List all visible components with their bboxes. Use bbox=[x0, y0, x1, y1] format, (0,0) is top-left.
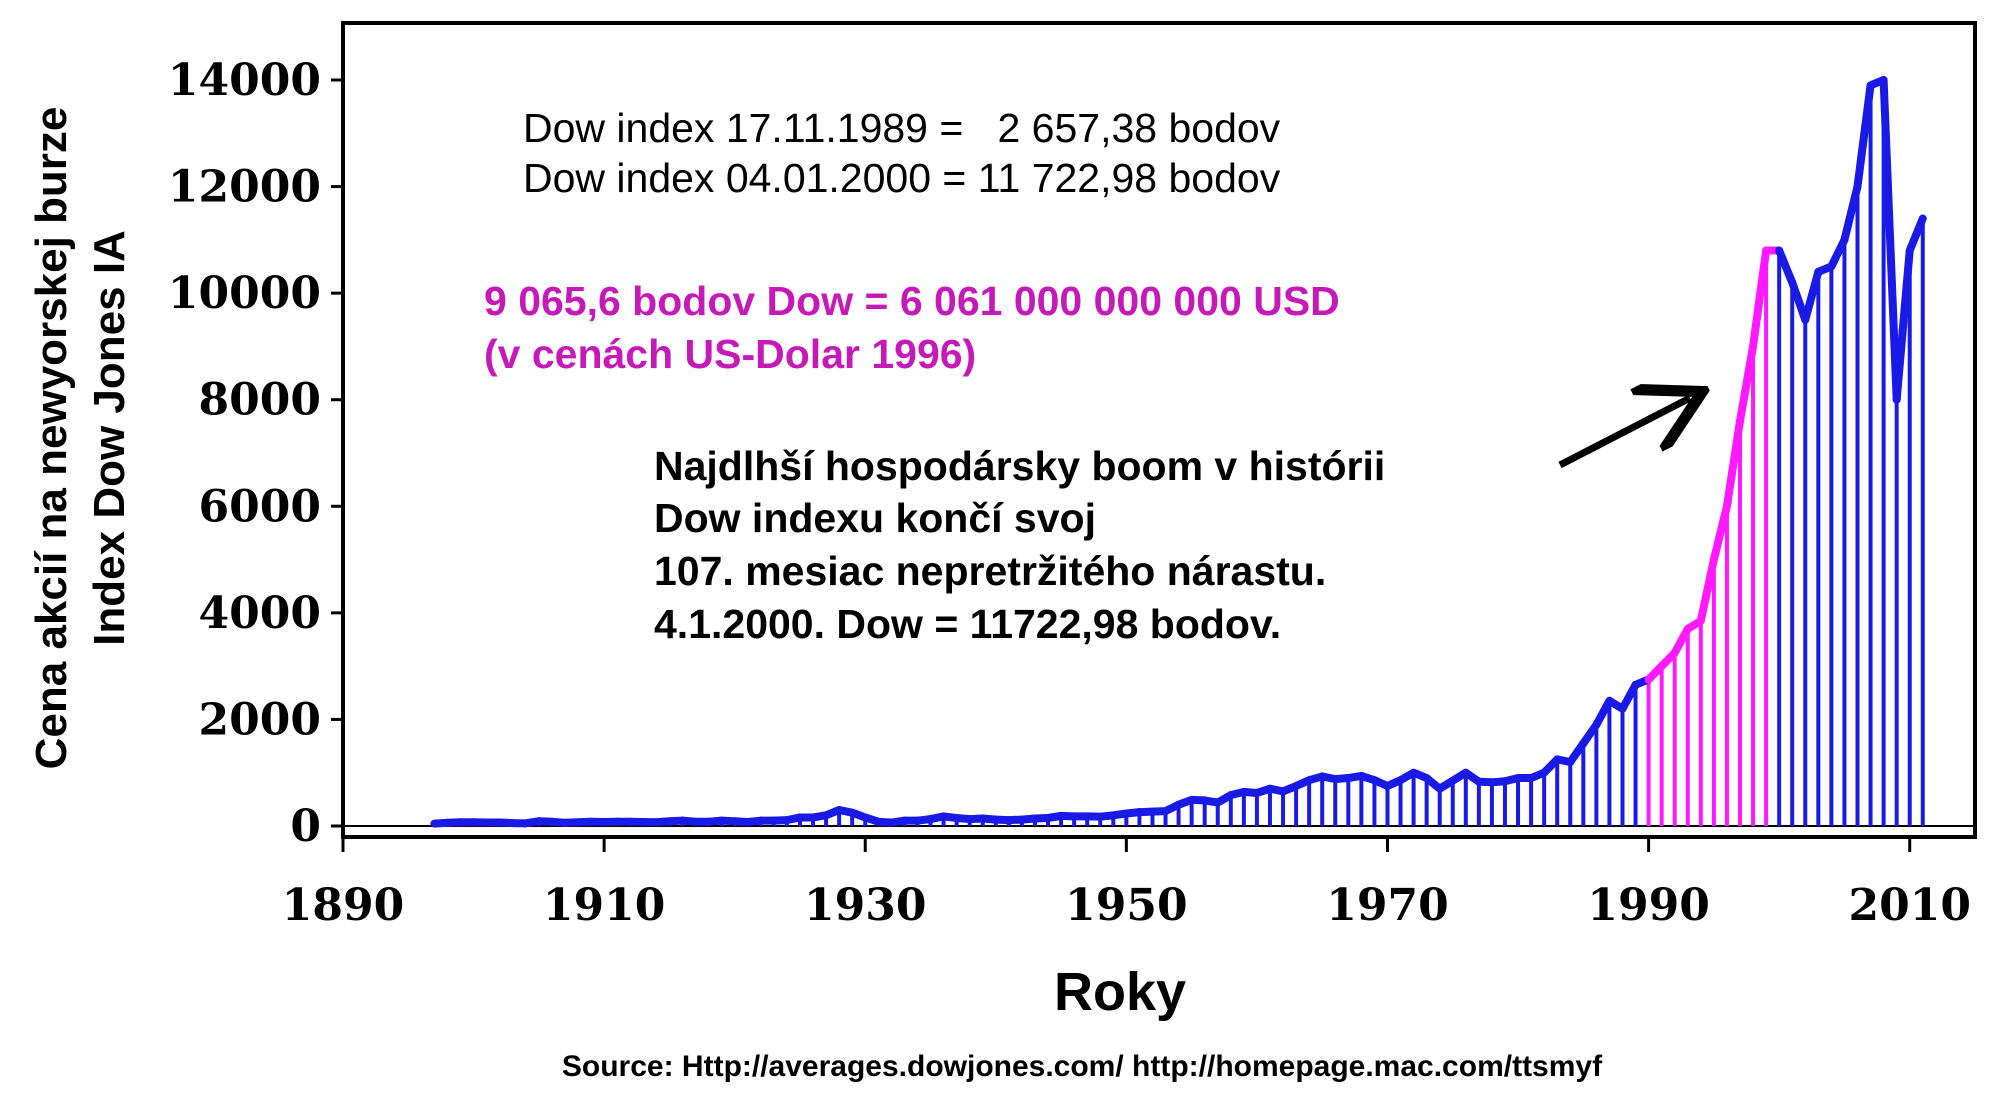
series-segment bbox=[1735, 342, 1758, 426]
series-segment bbox=[1592, 696, 1614, 729]
y-tick-label: 0 bbox=[290, 801, 321, 852]
series-segment bbox=[1905, 214, 1927, 255]
x-tick-label: 1990 bbox=[1587, 880, 1709, 931]
annotation-usd-line2: (v cenách US-Dolar 1996) bbox=[484, 331, 976, 377]
x-tick-label: 1910 bbox=[543, 880, 665, 931]
series-segment bbox=[1709, 502, 1731, 564]
area-stripes bbox=[432, 80, 1925, 826]
x-tick-label: 1930 bbox=[804, 880, 926, 931]
x-tick-label: 1890 bbox=[282, 880, 404, 931]
series-segment bbox=[1879, 76, 1901, 404]
series-segment bbox=[1840, 182, 1862, 244]
source-note: Source: Http://averages.dowjones.com/ ht… bbox=[562, 1050, 1603, 1083]
series-lines bbox=[430, 76, 1927, 828]
x-tick-label: 1970 bbox=[1326, 880, 1448, 931]
y-tick-label: 10000 bbox=[168, 268, 321, 319]
series-segment bbox=[1749, 246, 1771, 351]
y-axis-title-line2: Index Dow Jones IA bbox=[85, 230, 134, 646]
y-axis: 0 2000 4000 6000 8000 10000 12000 14000 bbox=[168, 55, 343, 852]
plot-frame bbox=[341, 21, 1977, 839]
series-segment bbox=[1670, 624, 1692, 657]
annotation-dow-2000: Dow index 04.01.2000 = 11 722,98 bodov bbox=[523, 155, 1281, 201]
annotation-boom-line2: Dow indexu končí svoj bbox=[654, 495, 1096, 541]
annotation-boom-line4: 4.1.2000. Dow = 11722,98 bodov. bbox=[654, 601, 1281, 647]
series-segment bbox=[1775, 246, 1797, 287]
y-tick-label: 6000 bbox=[199, 481, 321, 532]
annotation-arrow bbox=[1558, 398, 1690, 469]
series-segment bbox=[1853, 81, 1875, 191]
annotation-boom-line3: 107. mesiac nepretržitého nárastu. bbox=[654, 548, 1326, 594]
series-segment bbox=[1827, 235, 1849, 271]
series-segment bbox=[1618, 680, 1640, 713]
annotation-boom-line1: Najdlhší hospodársky boom v histórii bbox=[654, 443, 1385, 489]
y-tick-label: 8000 bbox=[199, 375, 321, 426]
series-segment bbox=[1801, 267, 1823, 324]
x-tick-label: 2010 bbox=[1848, 880, 1970, 931]
series-segment bbox=[1722, 417, 1744, 511]
x-tick-label: 1950 bbox=[1065, 880, 1187, 931]
y-tick-label: 2000 bbox=[199, 694, 321, 745]
y-tick-label: 12000 bbox=[168, 162, 321, 213]
series-segment bbox=[1696, 555, 1718, 625]
x-axis: 1890 1910 1930 1950 1970 1990 2010 bbox=[282, 837, 1971, 931]
series-segment bbox=[1892, 246, 1914, 404]
annotation-dow-1989: Dow index 17.11.1989 = 2 657,38 bodov bbox=[523, 105, 1281, 151]
y-axis-title-line1: Cena akcií na newyorskej burze bbox=[27, 107, 76, 770]
y-tick-label: 4000 bbox=[199, 588, 321, 639]
y-tick-label: 14000 bbox=[168, 55, 321, 106]
x-axis-title: Roky bbox=[1054, 962, 1186, 1022]
annotation-usd-line1: 9 065,6 bodov Dow = 6 061 000 000 000 US… bbox=[484, 278, 1340, 324]
